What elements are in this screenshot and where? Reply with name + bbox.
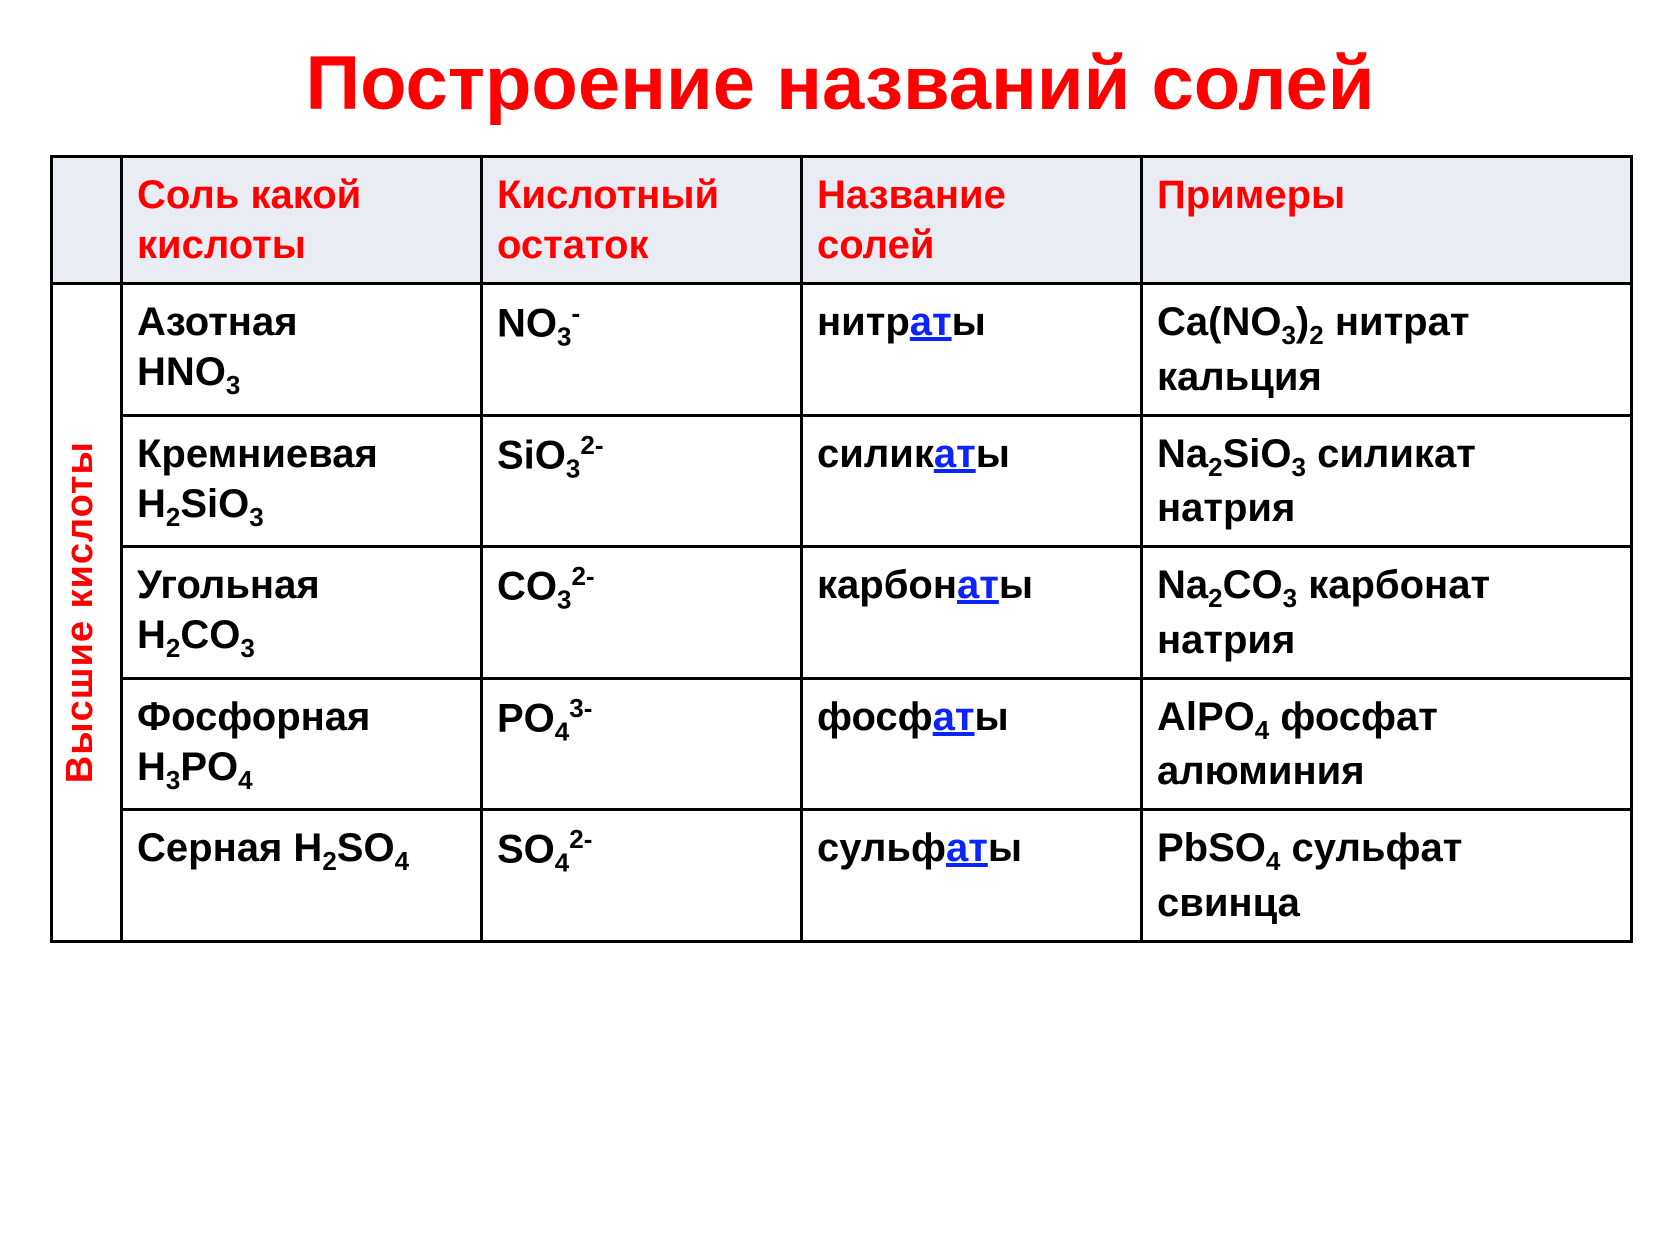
saltname-cell: силикаты [802, 415, 1142, 547]
example-cell: Na2SiO3 силикат натрия [1142, 415, 1632, 547]
header-acid: Соль какой кислоты [122, 157, 482, 284]
example-cell: PbSO4 сульфат свинца [1142, 810, 1632, 942]
header-residue: Кислотный остаток [482, 157, 802, 284]
saltname-cell: фосфаты [802, 678, 1142, 810]
residue-cell: NO3- [482, 284, 802, 416]
example-cell: Ca(NO3)2 нитрат кальция [1142, 284, 1632, 416]
acid-cell: ФосфорнаяH3PO4 [122, 678, 482, 810]
residue-cell: PO43- [482, 678, 802, 810]
table-row: ФосфорнаяH3PO4PO43-фосфатыAlPO4 фосфат а… [52, 678, 1632, 810]
acid-cell: Серная H2SO4 [122, 810, 482, 942]
saltname-cell: карбонаты [802, 547, 1142, 679]
example-cell: AlPO4 фосфат алюминия [1142, 678, 1632, 810]
acid-cell: КремниеваяH2SiO3 [122, 415, 482, 547]
header-examples: Примеры [1142, 157, 1632, 284]
table-header-row: Соль какой кислоты Кислотный остаток Наз… [52, 157, 1632, 284]
residue-cell: SiO32- [482, 415, 802, 547]
header-blank [52, 157, 122, 284]
saltname-cell: нитраты [802, 284, 1142, 416]
table-row: КремниеваяH2SiO3SiO32-силикатыNa2SiO3 си… [52, 415, 1632, 547]
side-label-cell: Высшие кислоты [52, 284, 122, 942]
salts-table: Соль какой кислоты Кислотный остаток Наз… [50, 155, 1633, 943]
saltname-cell: сульфаты [802, 810, 1142, 942]
acid-cell: УгольнаяH2CO3 [122, 547, 482, 679]
page-title: Построение названий солей [50, 40, 1630, 127]
table-row: Высшие кислотыАзотнаяHNO3NO3-нитратыCa(N… [52, 284, 1632, 416]
header-saltname: Название солей [802, 157, 1142, 284]
residue-cell: SO42- [482, 810, 802, 942]
acid-cell: АзотнаяHNO3 [122, 284, 482, 416]
side-label: Высшие кислоты [57, 441, 105, 783]
residue-cell: CO32- [482, 547, 802, 679]
example-cell: Na2CO3 карбонат натрия [1142, 547, 1632, 679]
table-row: Серная H2SO4SO42-сульфатыPbSO4 сульфат с… [52, 810, 1632, 942]
table-row: УгольнаяH2CO3CO32-карбонатыNa2CO3 карбон… [52, 547, 1632, 679]
